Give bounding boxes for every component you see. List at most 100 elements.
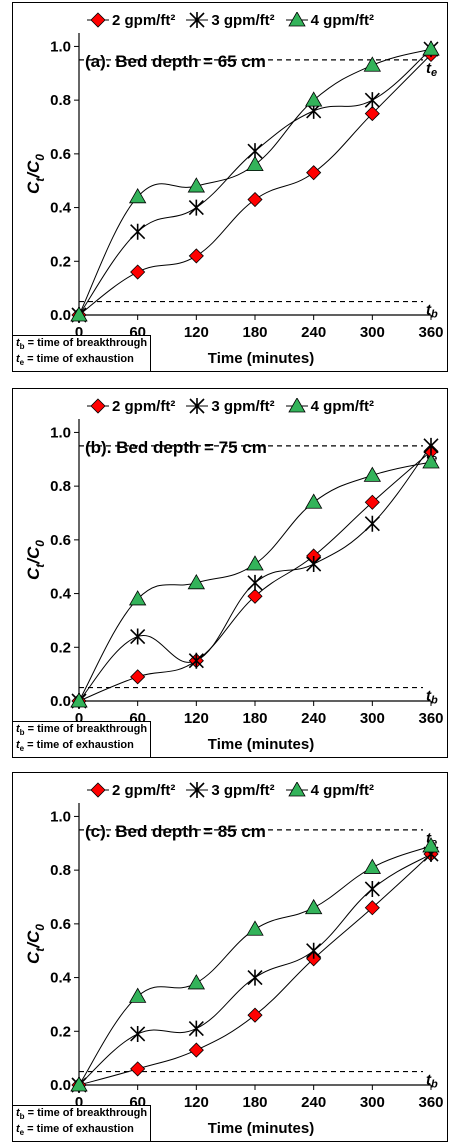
definition-line: te = time of exhaustion [16,738,134,753]
series-line [78,853,432,1086]
y-tick-label: 0.2 [50,1023,71,1040]
legend-label: 3 gpm/ft² [211,11,275,29]
data-point [130,1061,146,1077]
diamond-legend-icon [87,12,109,28]
data-point [70,306,88,322]
y-tick-label: 0.2 [50,253,71,270]
x-tick-label: 180 [242,324,267,341]
x-tick-label: 240 [301,710,326,727]
y-tick-label: 0.6 [50,916,71,933]
data-point [246,920,264,936]
x-tick-label: 120 [184,710,209,727]
y-tick-label: 0.6 [50,532,71,549]
star-legend-icon [186,12,209,28]
x-axis-label: Time (minutes) [208,736,314,753]
data-point [364,106,380,122]
y-tick-label: 0.0 [50,307,71,324]
x-tick-label: 120 [184,324,209,341]
x-tick-label: 300 [360,324,385,341]
legend: 2 gpm/ft² 3 gpm/ft² 4 gpm/ft² [13,9,447,31]
data-point [422,837,440,853]
chart-canvas: 0.00.20.40.60.81.00 60 120 180 240 300 360Time… [24,419,444,753]
data-point [306,556,322,573]
data-point [363,56,382,72]
x-tick-label: 0 [75,710,83,727]
star-legend-marker [189,782,205,798]
legend-label: 3 gpm/ft² [211,397,275,415]
data-point [188,199,204,216]
y-tick-label: 0.8 [50,92,71,109]
x-tick-label: 120 [184,1094,209,1111]
legend-label: 3 gpm/ft² [211,781,275,799]
triangle-legend-marker [287,398,306,413]
data-point [246,555,264,571]
data-point [364,494,380,510]
data-point [246,155,264,172]
series-markers [71,46,439,323]
triangle-legend-marker [287,782,306,797]
diamond-legend-icon [87,782,109,798]
data-point [188,248,204,264]
series-line [78,845,432,1086]
diamond-legend-icon [87,398,109,414]
chart-panel-c: 2 gpm/ft² 3 gpm/ft² 4 gpm/ft² 0.0 0.2 0.4 0.6 0… [12,772,448,1142]
data-point [364,92,380,109]
data-point [130,264,146,280]
y-tick-label: 0.2 [50,639,71,656]
x-tick-label: 360 [418,1094,443,1111]
x-tick-label: 300 [360,1094,385,1111]
triangle-legend-icon [285,398,308,413]
chart-panel-b: 2 gpm/ft² 3 gpm/ft² 4 gpm/ft² 0.0 0.2 0.4 0.6 0… [12,388,448,758]
data-point [363,858,382,874]
y-axis-label: Ct/C0 [24,924,47,964]
legend-entry: 2 gpm/ft² [86,398,175,415]
data-point [128,188,147,204]
data-point [188,1020,204,1037]
legend: 2 gpm/ft² 3 gpm/ft² 4 gpm/ft² [13,395,447,417]
definitions-box: tb = time of breakthrough te = time of ex… [13,1104,152,1141]
x-tick-label: 360 [418,324,443,341]
star-legend-icon [186,782,209,798]
y-tick-label: 0.4 [50,970,72,987]
y-tick-label: 1.0 [50,808,71,825]
data-point [364,880,380,897]
data-point [422,40,440,56]
data-point [364,900,380,916]
x-tick-label: 0 [75,324,83,341]
data-point [247,1007,263,1023]
data-point [130,628,146,645]
star-legend-icon [186,398,209,414]
x-tick-label: 180 [242,710,267,727]
legend-label: 4 gpm/ft² [310,781,374,799]
diamond-legend-marker [90,398,106,414]
data-point [304,898,323,915]
triangle-legend-icon [285,12,308,27]
triangle-legend-icon [285,782,308,797]
definition-line: tb = time of breakthrough [16,722,148,737]
series-markers [71,846,439,1093]
chart-canvas: 0.00.20.40.60.81.00 60 120 180 240 300 360Time… [24,803,444,1137]
series-markers [70,40,440,322]
legend-entry: 2 gpm/ft² [86,782,175,799]
x-tick-label: 240 [301,324,326,341]
data-point [188,652,204,669]
legend-label: 2 gpm/ft² [112,11,176,29]
definition-line: tb = time of breakthrough [16,1106,148,1121]
x-tick-label: 300 [360,710,385,727]
panel-annotation: (c). Bed depth = 85 cm [85,822,266,841]
data-point [130,223,146,240]
series-markers [70,837,440,1092]
triangle-legend-marker [287,12,306,27]
data-point [188,1042,204,1058]
data-point [306,165,322,181]
x-tick-label: 360 [418,710,443,727]
data-point [128,590,147,606]
data-point [423,437,439,454]
star-legend-marker [189,398,205,414]
diamond-legend-marker [90,12,106,28]
legend-entry: 4 gpm/ft² [285,12,374,29]
tb-label: tb [426,1072,438,1091]
data-point [304,493,323,509]
legend-label: 4 gpm/ft² [310,397,374,415]
data-point [128,987,147,1003]
